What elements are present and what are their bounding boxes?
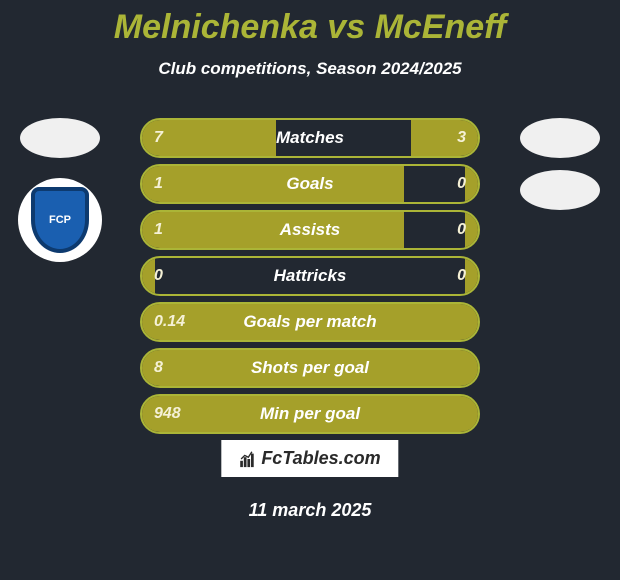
bar-fill-right [411, 120, 478, 156]
stat-row: 0 0 Hattricks [140, 256, 480, 296]
fctables-text: FcTables.com [261, 448, 380, 469]
stat-row: 0.14 Goals per match [140, 302, 480, 342]
stat-row: 8 Shots per goal [140, 348, 480, 388]
stat-value-left: 8 [154, 359, 163, 377]
stat-row: 1 0 Goals [140, 164, 480, 204]
stat-value-right: 0 [457, 221, 466, 239]
stat-value-left: 0.14 [154, 313, 185, 331]
page-title: Melnichenka vs McEneff [0, 0, 620, 47]
stat-label: Assists [280, 220, 340, 240]
stat-value-left: 948 [154, 405, 181, 423]
stat-value-right: 0 [457, 267, 466, 285]
bar-fill-right [465, 258, 478, 294]
stat-label: Goals per match [243, 312, 376, 332]
player-right-club-logo-1 [520, 118, 600, 158]
stat-label: Min per goal [260, 404, 360, 424]
bar-fill-right [465, 212, 478, 248]
bar-fill-left [142, 166, 404, 202]
stat-value-right: 3 [457, 129, 466, 147]
fctables-watermark: FcTables.com [221, 440, 398, 477]
bar-fill-right [465, 166, 478, 202]
stat-row: 1 0 Assists [140, 210, 480, 250]
porto-crest: FCP [31, 187, 89, 253]
bar-fill-left [142, 212, 404, 248]
stat-value-right: 0 [457, 175, 466, 193]
stat-value-left: 1 [154, 221, 163, 239]
stat-value-left: 0 [154, 267, 163, 285]
player-left-club-logo-1 [20, 118, 100, 158]
stat-value-left: 1 [154, 175, 163, 193]
stat-label: Hattricks [274, 266, 347, 286]
fctables-icon [239, 450, 257, 468]
stat-label: Matches [276, 128, 344, 148]
stat-label: Shots per goal [251, 358, 369, 378]
date-text: 11 march 2025 [249, 500, 372, 521]
stat-row: 7 3 Matches [140, 118, 480, 158]
player-left-club-logo-2: FCP [18, 178, 102, 262]
comparison-bars: 7 3 Matches 1 0 Goals 1 0 Assists 0 0 Hattricks 0.14… [140, 118, 480, 440]
player-right-club-logo-2 [520, 170, 600, 210]
stat-label: Goals [286, 174, 333, 194]
subtitle: Club competitions, Season 2024/2025 [0, 59, 620, 79]
stat-row: 948 Min per goal [140, 394, 480, 434]
stat-value-left: 7 [154, 129, 163, 147]
